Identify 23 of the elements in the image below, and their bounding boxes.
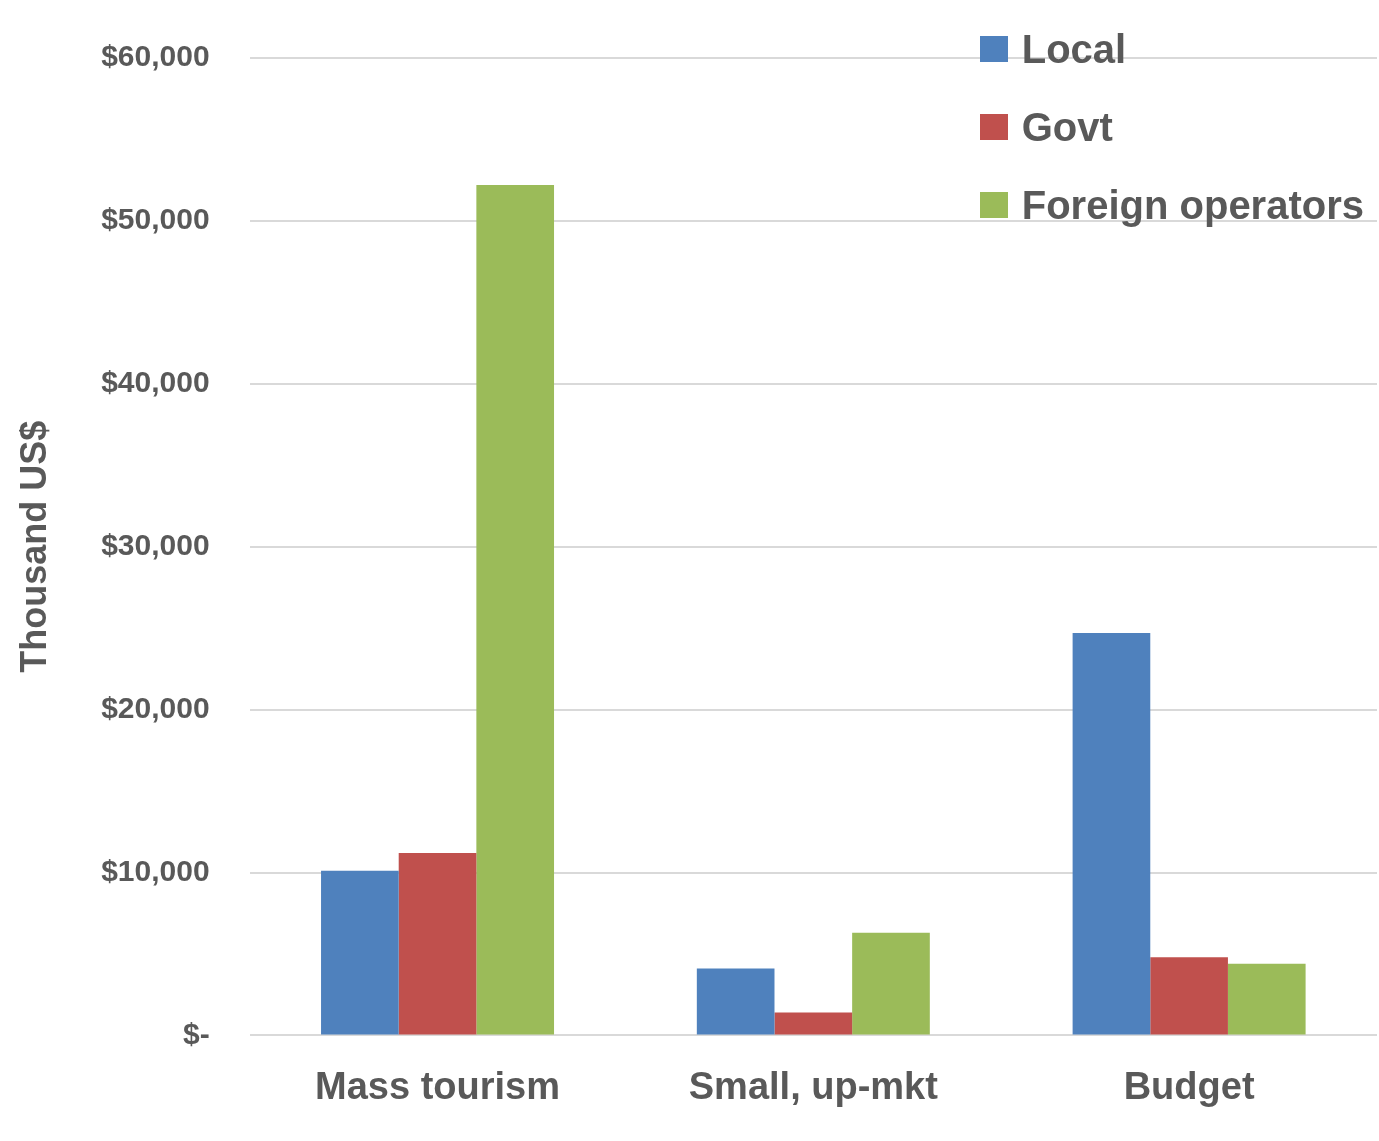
- legend-label: Local: [1021, 26, 1127, 72]
- y-tick-label: $50,000: [101, 202, 210, 236]
- bar: [774, 1012, 853, 1035]
- bar: [476, 185, 555, 1035]
- legend-label: Govt: [1021, 104, 1113, 150]
- x-tick-label: Budget: [1123, 1064, 1255, 1107]
- y-tick-label: $-: [182, 1016, 210, 1050]
- y-tick-label: $20,000: [101, 690, 210, 724]
- y-tick-label: $60,000: [101, 39, 210, 73]
- y-axis-title: Thousand US$: [12, 420, 54, 673]
- y-tick-label: $30,000: [101, 527, 210, 561]
- y-tick-label: $40,000: [101, 365, 210, 399]
- y-tick-label: $10,000: [101, 853, 210, 887]
- x-tick-label: Small, up-mkt: [688, 1064, 939, 1107]
- bar: [852, 932, 930, 1035]
- bar: [1150, 957, 1228, 1035]
- bar: [696, 968, 775, 1035]
- bar: [1227, 963, 1306, 1035]
- bar: [1072, 633, 1151, 1035]
- bar: [321, 870, 399, 1035]
- x-tick-label: Mass tourism: [315, 1064, 561, 1107]
- bar: [398, 852, 477, 1035]
- legend-label: Foreign operators: [1021, 182, 1364, 228]
